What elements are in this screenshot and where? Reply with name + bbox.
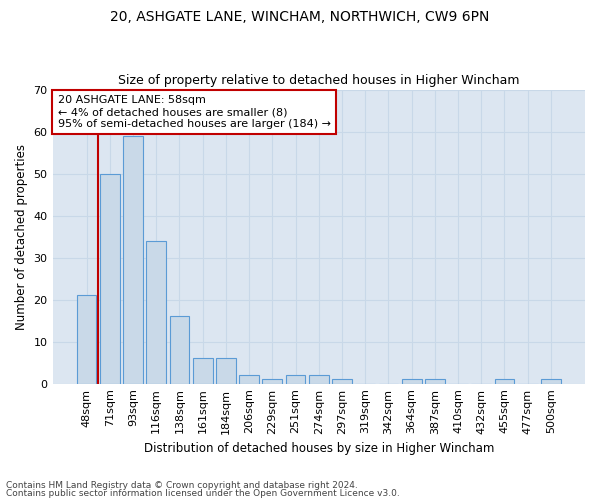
Bar — [286, 376, 305, 384]
Bar — [332, 380, 352, 384]
Bar — [239, 376, 259, 384]
Bar — [309, 376, 329, 384]
Bar — [123, 136, 143, 384]
Bar — [146, 241, 166, 384]
Bar — [77, 296, 97, 384]
Text: 20, ASHGATE LANE, WINCHAM, NORTHWICH, CW9 6PN: 20, ASHGATE LANE, WINCHAM, NORTHWICH, CW… — [110, 10, 490, 24]
Bar — [402, 380, 422, 384]
Bar — [494, 380, 514, 384]
Y-axis label: Number of detached properties: Number of detached properties — [15, 144, 28, 330]
Bar — [425, 380, 445, 384]
Bar — [100, 174, 119, 384]
Bar — [216, 358, 236, 384]
Bar — [170, 316, 190, 384]
Text: Contains public sector information licensed under the Open Government Licence v3: Contains public sector information licen… — [6, 488, 400, 498]
Bar — [262, 380, 282, 384]
Text: Contains HM Land Registry data © Crown copyright and database right 2024.: Contains HM Land Registry data © Crown c… — [6, 481, 358, 490]
Bar — [193, 358, 212, 384]
X-axis label: Distribution of detached houses by size in Higher Wincham: Distribution of detached houses by size … — [143, 442, 494, 455]
Title: Size of property relative to detached houses in Higher Wincham: Size of property relative to detached ho… — [118, 74, 520, 87]
Text: 20 ASHGATE LANE: 58sqm
← 4% of detached houses are smaller (8)
95% of semi-detac: 20 ASHGATE LANE: 58sqm ← 4% of detached … — [58, 96, 331, 128]
Bar — [541, 380, 561, 384]
